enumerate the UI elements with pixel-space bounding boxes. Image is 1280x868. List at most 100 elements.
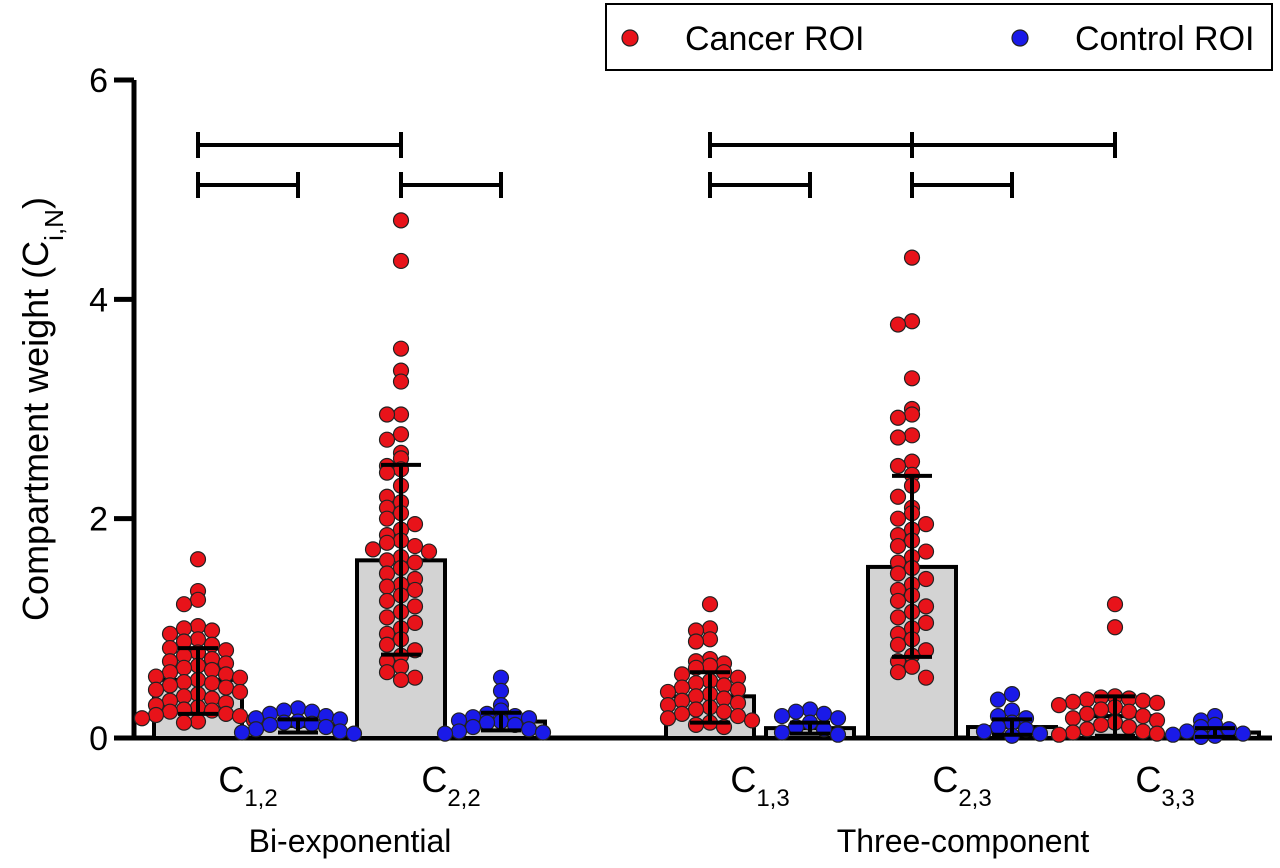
data-point: [729, 707, 747, 725]
y-axis-label-text: Compartment weight (C: [15, 241, 56, 621]
data-point: [492, 682, 510, 699]
data-point: [829, 726, 847, 743]
data-point: [378, 578, 396, 595]
data-point: [889, 316, 907, 333]
data-point: [1164, 726, 1182, 743]
data-point: [161, 703, 179, 720]
data-point: [406, 669, 424, 686]
x-category-label: C1,3: [730, 759, 789, 812]
data-point: [1050, 726, 1068, 743]
data-point: [364, 541, 382, 558]
data-point: [247, 721, 265, 738]
data-point: [715, 703, 733, 720]
data-point: [378, 464, 396, 481]
data-point: [903, 370, 921, 387]
data-point: [317, 718, 335, 736]
data-point: [889, 429, 907, 446]
data-point: [829, 710, 847, 727]
y-tick-label: 2: [89, 501, 108, 539]
data-point: [903, 249, 921, 266]
data-point: [175, 673, 193, 691]
data-point: [420, 543, 438, 560]
legend-label: Control ROI: [1075, 20, 1255, 58]
data-point: [687, 701, 705, 718]
data-point: [889, 488, 907, 505]
data-point: [889, 537, 907, 555]
x-group-label: Bi-exponential: [249, 823, 452, 859]
data-point: [889, 609, 907, 626]
data-point: [406, 537, 424, 555]
data-point: [161, 677, 179, 694]
data-point: [917, 516, 935, 533]
data-point: [975, 723, 993, 740]
data-point: [889, 409, 907, 426]
data-point: [217, 679, 235, 696]
data-point: [903, 313, 921, 330]
data-point: [378, 431, 396, 448]
data-point: [889, 592, 907, 610]
x-category-label: C3,3: [1135, 759, 1194, 812]
data-point: [787, 703, 805, 720]
y-tick-label: 0: [89, 720, 108, 758]
data-point: [406, 554, 424, 571]
data-point: [917, 570, 935, 588]
data-point: [392, 252, 410, 270]
data-point: [687, 716, 705, 733]
data-point: [1148, 725, 1166, 742]
data-point: [378, 534, 396, 551]
data-point: [1078, 721, 1096, 738]
data-point: [989, 718, 1007, 736]
data-point: [406, 614, 424, 631]
legend: Cancer ROI Control ROI: [605, 3, 1273, 71]
data-point: [1092, 701, 1110, 718]
data-point: [189, 713, 207, 730]
error-bars-layer: [178, 462, 1235, 739]
data-point: [392, 406, 410, 423]
data-point: [889, 565, 907, 582]
significance-bracket: [708, 132, 914, 158]
data-point: [233, 724, 251, 741]
data-point: [534, 724, 552, 741]
data-point: [261, 716, 279, 733]
data-point: [378, 664, 396, 681]
legend-marker: [621, 29, 639, 47]
data-point: [378, 406, 396, 423]
data-point: [1120, 718, 1138, 736]
legend-box: [605, 3, 1273, 71]
legend-marker: [1011, 29, 1029, 47]
data-point: [133, 710, 151, 727]
data-point: [917, 598, 935, 615]
significance-bracket: [196, 132, 403, 158]
data-point: [392, 212, 410, 229]
data-point: [378, 609, 396, 626]
data-point: [1064, 724, 1082, 741]
data-point: [1134, 707, 1152, 725]
data-point: [378, 636, 396, 653]
x-category-label: C2,3: [932, 759, 991, 812]
data-point: [687, 633, 705, 650]
points-layer: [133, 212, 1252, 746]
data-point: [889, 510, 907, 527]
legend-label: Cancer ROI: [685, 20, 865, 58]
data-point: [436, 725, 454, 742]
data-point: [673, 705, 691, 722]
data-point: [701, 631, 719, 648]
data-point: [1078, 705, 1096, 722]
data-point: [1148, 694, 1166, 712]
data-point: [889, 664, 907, 681]
data-point: [231, 669, 249, 686]
data-point: [1178, 723, 1196, 740]
data-point: [917, 614, 935, 631]
data-point: [203, 622, 221, 639]
data-point: [903, 658, 921, 675]
data-point: [520, 721, 538, 738]
data-point: [659, 710, 677, 727]
data-point: [392, 426, 410, 443]
data-point: [231, 683, 249, 701]
data-point: [917, 543, 935, 560]
data-point: [406, 516, 424, 533]
data-point: [889, 636, 907, 653]
data-point: [345, 725, 363, 742]
data-point: [175, 659, 193, 676]
labels-layer: Compartment weight (Ci,N) C1,2 C2,2 C1,3 C2,…: [15, 197, 1195, 859]
